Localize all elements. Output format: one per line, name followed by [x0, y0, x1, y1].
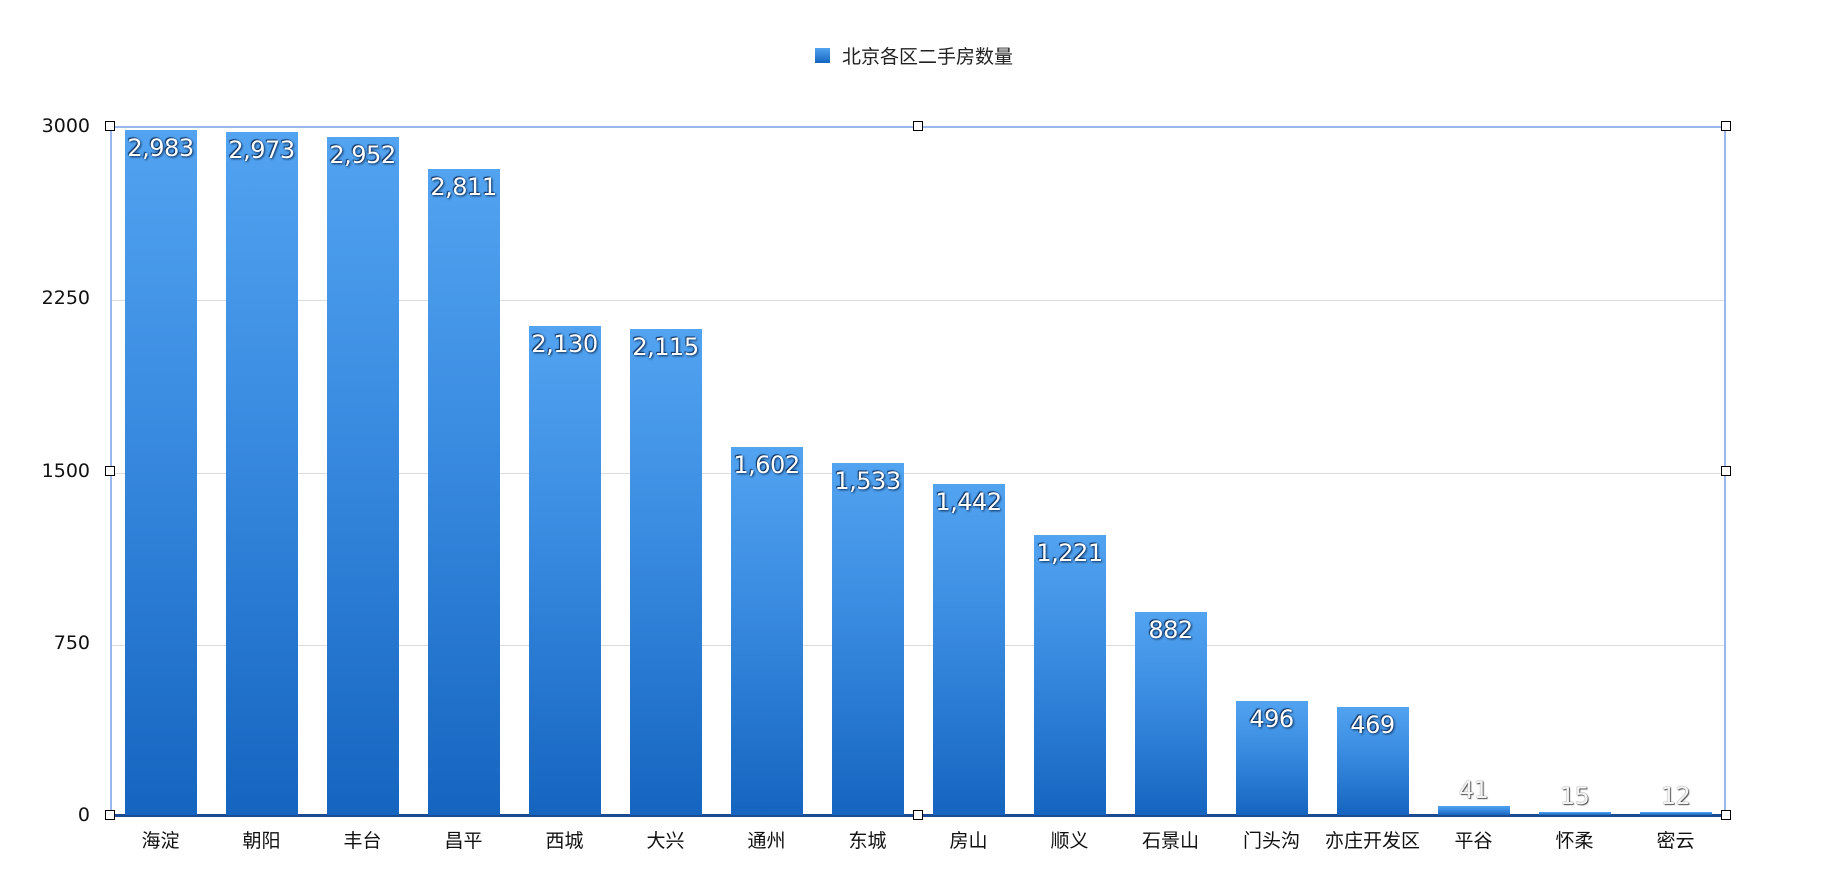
bar[interactable]: 1,442: [932, 483, 1005, 815]
legend-label: 北京各区二手房数量: [841, 46, 1013, 68]
bar[interactable]: 496: [1235, 701, 1308, 815]
x-tick-label: 大兴: [646, 830, 685, 852]
resize-handle[interactable]: [913, 810, 923, 820]
y-tick-label: 750: [53, 631, 90, 654]
resize-handle[interactable]: [1721, 121, 1731, 131]
resize-handle[interactable]: [105, 465, 115, 476]
resize-handle[interactable]: [1721, 465, 1731, 476]
resize-handle[interactable]: [105, 810, 115, 820]
bar[interactable]: 2,973: [225, 132, 298, 815]
legend-swatch: [814, 48, 830, 63]
bar-value-label: 2,952: [329, 141, 396, 170]
y-tick-label: 3000: [41, 115, 90, 137]
x-tick-label: 平谷: [1454, 830, 1493, 852]
bar-value-label: 2,115: [632, 333, 699, 362]
bar[interactable]: 2,952: [326, 137, 399, 815]
x-tick-label: 朝阳: [242, 830, 281, 852]
bar[interactable]: 2,115: [629, 329, 702, 815]
bar[interactable]: 469: [1336, 707, 1409, 815]
x-tick-label: 石景山: [1141, 830, 1199, 852]
bar-value-label: 469: [1350, 711, 1395, 740]
x-tick-label: 丰台: [343, 830, 382, 852]
resize-handle[interactable]: [913, 121, 923, 131]
bar[interactable]: 882: [1134, 612, 1207, 815]
resize-handle[interactable]: [1721, 810, 1731, 820]
bar[interactable]: 12: [1639, 782, 1712, 815]
chart-legend: 北京各区二手房数量: [0, 42, 1828, 69]
x-tick-label: 西城: [545, 830, 584, 852]
bar[interactable]: 1,602: [730, 447, 803, 815]
bar[interactable]: 2,811: [427, 169, 500, 815]
x-tick-label: 怀柔: [1555, 830, 1594, 852]
x-tick-label: 密云: [1656, 830, 1695, 852]
y-tick-label: 0: [77, 804, 90, 826]
bar-value-label: 1,602: [733, 451, 800, 480]
y-tick-label: 2250: [41, 287, 90, 310]
x-tick-label: 门头沟: [1242, 830, 1300, 852]
gridline: [112, 644, 1724, 646]
resize-handle[interactable]: [105, 121, 115, 131]
bar[interactable]: 2,130: [528, 325, 601, 815]
bar-value-label: 2,973: [228, 136, 295, 165]
x-tick-label: 亦庄开发区: [1324, 830, 1420, 852]
bar-value-label: 41: [1458, 775, 1489, 804]
bar-value-label: 2,983: [127, 133, 194, 162]
x-tick-label: 房山: [949, 830, 988, 852]
bar[interactable]: 1,221: [1033, 534, 1106, 815]
bar-value-label: 15: [1559, 781, 1590, 810]
bar-value-label: 12: [1660, 782, 1691, 810]
x-tick-label: 东城: [848, 830, 887, 852]
bar[interactable]: 41: [1437, 776, 1510, 815]
bar[interactable]: 15: [1538, 782, 1611, 815]
bar-value-label: 1,442: [935, 487, 1002, 516]
bar-value-label: 2,130: [531, 329, 598, 358]
x-tick-label: 海淀: [141, 830, 180, 852]
bar-value-label: 2,811: [430, 173, 497, 202]
x-tick-label: 顺义: [1050, 830, 1089, 852]
bar-value-label: 496: [1249, 705, 1294, 734]
bar-value-label: 1,533: [834, 466, 901, 495]
bar[interactable]: 2,983: [124, 129, 197, 815]
bar-value-label: 882: [1148, 616, 1193, 645]
gridline: [112, 300, 1724, 302]
gridline: [112, 472, 1724, 474]
x-tick-label: 昌平: [444, 830, 483, 852]
bar-value-label: 1,221: [1036, 538, 1103, 567]
bar[interactable]: 1,533: [831, 462, 904, 815]
x-tick-label: 通州: [747, 830, 786, 852]
y-tick-label: 1500: [41, 459, 90, 482]
